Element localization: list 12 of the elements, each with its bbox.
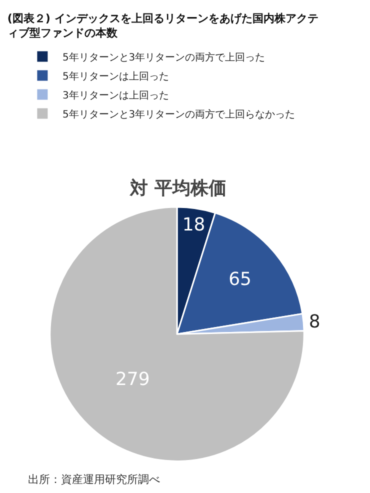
pie-slice bbox=[49, 206, 305, 462]
legend-label: 5年リターンは上回った bbox=[62, 70, 169, 82]
data-label: 18 bbox=[182, 214, 206, 236]
data-label: 65 bbox=[228, 269, 252, 290]
data-label: 8 bbox=[308, 312, 320, 333]
data-label: 279 bbox=[115, 369, 150, 390]
chart-title: (図表２) インデックスを上回るリターンをあげた国内株アクティブ型ファンドの本数 bbox=[7, 12, 318, 40]
legend-label: 3年リターンは上回った bbox=[62, 89, 169, 102]
text: 対 平均株価 bbox=[129, 178, 226, 199]
legend-label: 5年リターンと3年リターンの両方で上回らなかった bbox=[62, 108, 296, 120]
text: 出所：資産運用研究所調べ bbox=[28, 473, 160, 486]
legend-label: 5年リターンと3年リターンの両方で上回った bbox=[62, 51, 266, 64]
